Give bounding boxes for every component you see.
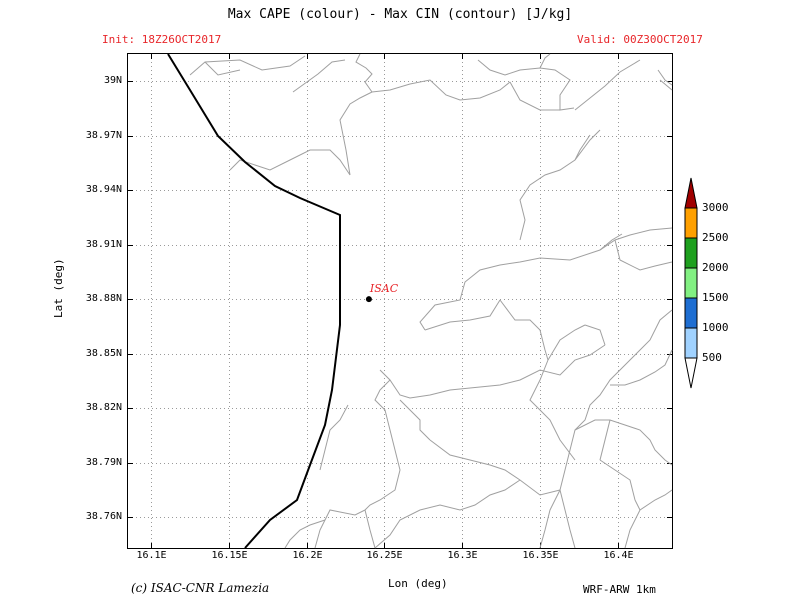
boundary-line [559, 309, 673, 549]
boundary-line [539, 489, 561, 549]
chart-title: Max CAPE (colour) - Max CIN (contour) [J… [227, 7, 573, 22]
boundary-line [374, 479, 521, 549]
boundary-line [639, 489, 673, 511]
boundary-line [499, 299, 549, 361]
boundary-line [599, 233, 623, 251]
boundary-line [399, 399, 431, 441]
colorbar-segment [684, 237, 698, 269]
boundary-line [189, 55, 306, 76]
boundary-line [379, 344, 606, 399]
colorbar-segment [684, 297, 698, 329]
boundary-line [229, 91, 373, 176]
boundary-line [424, 299, 501, 331]
grid-lines [128, 54, 672, 548]
boundary-line [509, 81, 560, 111]
boundary-line [574, 134, 591, 161]
boundary-line [364, 379, 401, 511]
y-tick-label: 39N [103, 74, 122, 86]
y-tick-label: 38.82N [85, 401, 122, 413]
boundary-line [657, 69, 673, 86]
boundary-line [547, 324, 586, 361]
y-tick-label: 38.94N [85, 183, 122, 195]
y-tick-label: 38.76N [85, 510, 122, 522]
boundary-line [529, 359, 576, 461]
boundary-line [477, 59, 575, 111]
y-tick-label: 38.88N [85, 292, 122, 304]
colorbar-label: 3000 [702, 201, 729, 214]
y-tick-label: 38.97N [85, 129, 122, 141]
y-tick-label: 38.79N [85, 456, 122, 468]
boundary-line [419, 227, 673, 331]
model-name: WRF-ARW 1km [583, 583, 656, 596]
init-time: Init: 18Z26OCT2017 [102, 33, 222, 46]
colorbar-top-triangle [684, 177, 698, 209]
x-tick-label: 16.3E [447, 550, 478, 561]
copyright-text: (c) ISAC-CNR Lamezia [131, 581, 270, 595]
boundary-line [610, 349, 673, 386]
boundary-line [584, 324, 606, 346]
map-frame [127, 53, 673, 549]
boundary-line [614, 239, 673, 271]
boundary-line [659, 79, 673, 91]
boundary-line [574, 419, 673, 466]
boundary-line [284, 519, 326, 549]
boundary-line [519, 129, 601, 241]
x-tick-label: 16.15E [211, 550, 248, 561]
x-axis-title: Lon (deg) [388, 577, 448, 590]
y-tick-label: 38.91N [85, 238, 122, 250]
boundary-line [599, 419, 611, 461]
admin-boundaries [189, 53, 673, 549]
colorbar-segment [684, 327, 698, 359]
boundary-line [355, 53, 373, 93]
colorbar-bottom-triangle [684, 357, 698, 389]
colorbar-label: 500 [702, 351, 722, 364]
colorbar-label: 1000 [702, 321, 729, 334]
colorbar-label: 2500 [702, 231, 729, 244]
valid-time: Valid: 00Z30OCT2017 [577, 33, 703, 46]
colorbar-label: 2000 [702, 261, 729, 274]
x-tick-label: 16.25E [366, 550, 403, 561]
y-tick-label: 38.85N [85, 347, 122, 359]
boundary-line [574, 59, 641, 111]
boundary-line [204, 61, 241, 76]
boundary-line [292, 59, 346, 93]
x-tick-label: 16.1E [136, 550, 167, 561]
boundary-line [599, 459, 641, 549]
boundary-line [539, 53, 551, 69]
colorbar-segment [684, 207, 698, 239]
x-tick-label: 16.35E [522, 550, 559, 561]
colorbar-segment [684, 267, 698, 299]
isac-station-marker [365, 296, 372, 303]
boundary-line [319, 404, 349, 471]
colorbar-label: 1500 [702, 291, 729, 304]
boundary-line [314, 509, 366, 549]
isac-station-label: ISAC [369, 282, 399, 295]
boundary-line [364, 509, 376, 549]
boundary-line [429, 439, 561, 496]
x-tick-label: 16.4E [603, 550, 634, 561]
boundary-line [371, 79, 511, 101]
colorbar [684, 177, 698, 389]
x-tick-label: 16.2E [292, 550, 323, 561]
coastline [167, 53, 341, 549]
y-axis-title: Lat (deg) [52, 258, 65, 318]
